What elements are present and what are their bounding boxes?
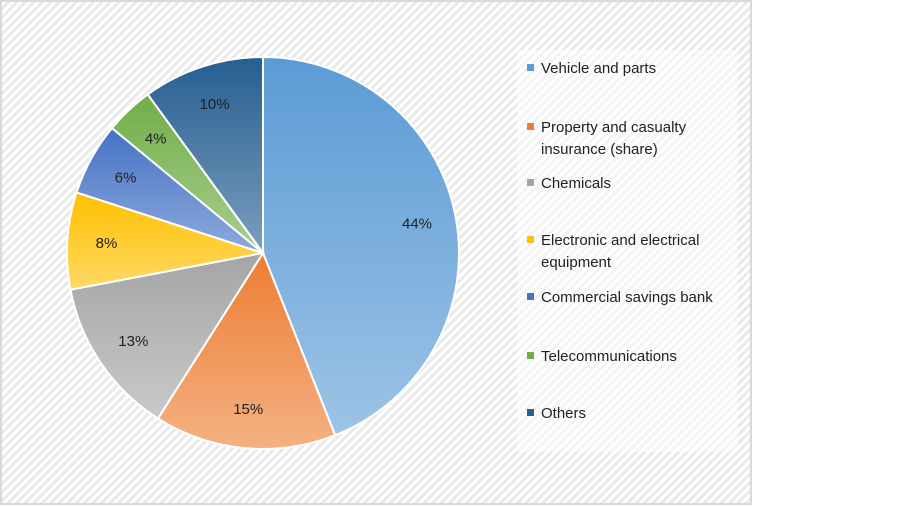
- data-label: 6%: [115, 169, 137, 186]
- pie-slice-1: [262, 55, 460, 437]
- legend-label: Property and casualty: [541, 119, 687, 136]
- legend-label: Others: [541, 405, 586, 422]
- data-label: 15%: [233, 401, 263, 418]
- legend-label: Chemicals: [541, 175, 611, 192]
- legend-label: insurance (share): [541, 141, 658, 158]
- data-label: 44%: [402, 216, 432, 233]
- legend-marker: [527, 293, 534, 300]
- pie-slice-4: [66, 191, 264, 291]
- data-label: 4%: [145, 131, 167, 148]
- data-label: 13%: [118, 333, 148, 350]
- legend-marker: [527, 352, 534, 359]
- legend-label: Telecommunications: [541, 348, 677, 365]
- pie-slice-7: [146, 55, 264, 257]
- legend-label: Commercial savings bank: [541, 289, 713, 306]
- data-label: 10%: [200, 96, 230, 113]
- data-label: 8%: [96, 235, 118, 252]
- legend-marker: [527, 236, 534, 243]
- legend-marker: [527, 64, 534, 71]
- legend-label: Electronic and electrical: [541, 232, 699, 249]
- legend-label: Vehicle and parts: [541, 60, 656, 77]
- legend-label: equipment: [541, 254, 612, 271]
- legend-marker: [527, 123, 534, 130]
- pie-slice-2: [156, 250, 337, 450]
- legend-box: [517, 50, 738, 452]
- pie-slice-3: [69, 251, 266, 420]
- legend-marker: [527, 179, 534, 186]
- legend-marker: [527, 409, 534, 416]
